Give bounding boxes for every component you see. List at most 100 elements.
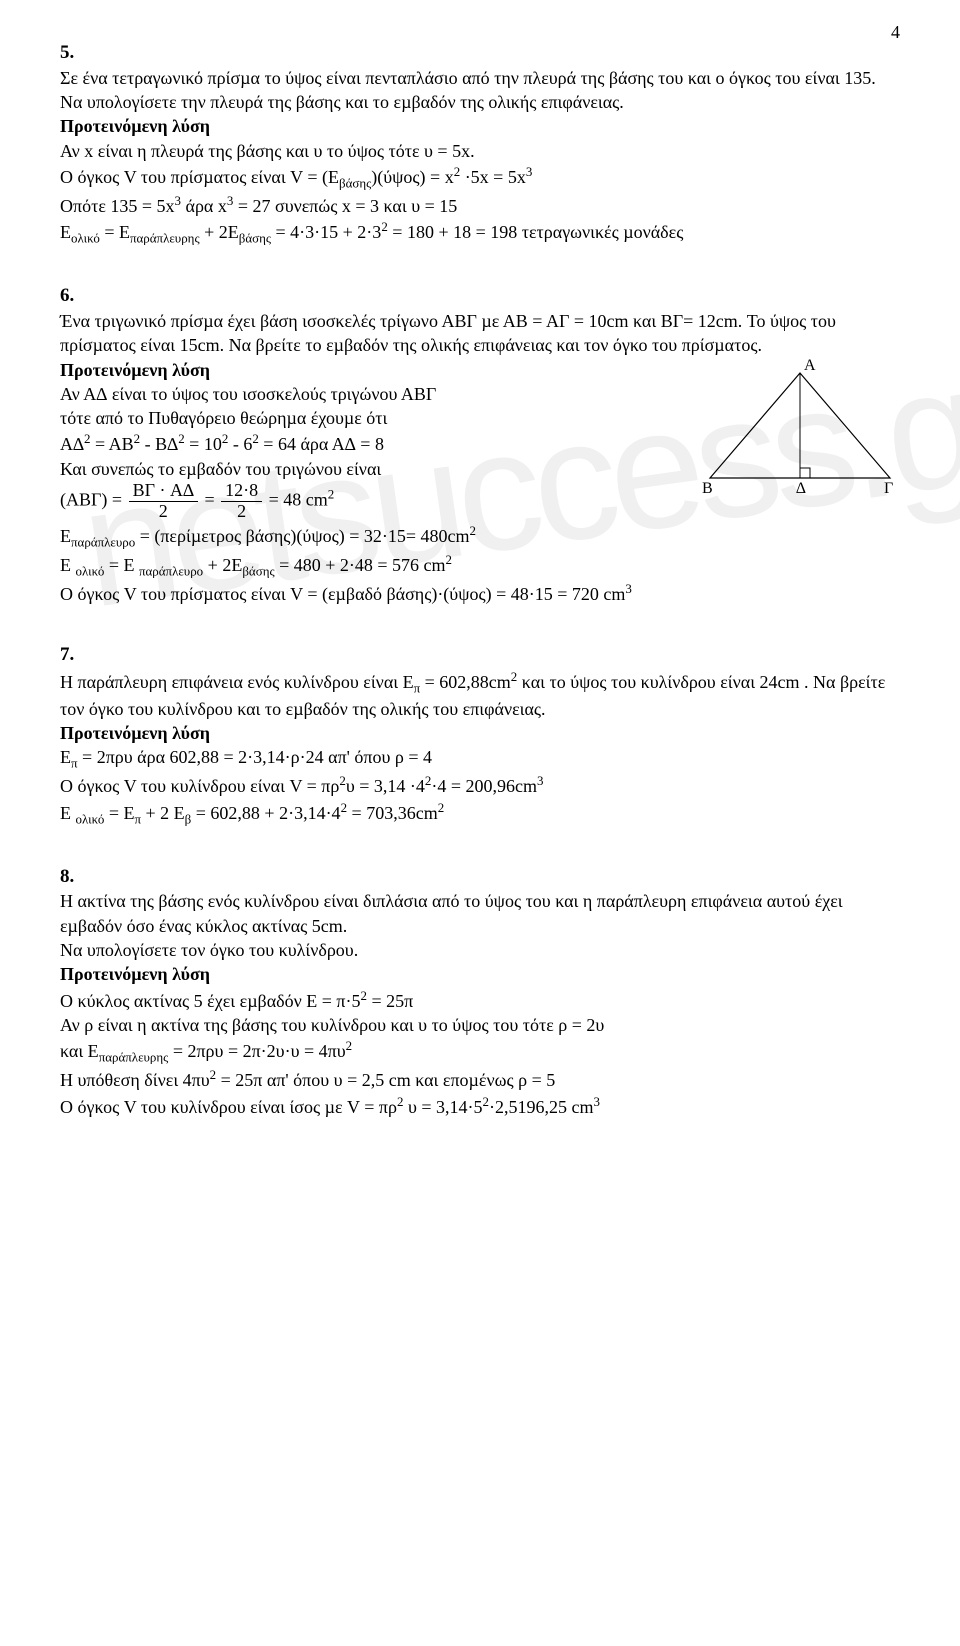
text: Ο όγκος V του πρίσµατος είναι V = (E <box>60 167 339 187</box>
subscript: ολικό <box>76 811 105 826</box>
text: = 25π <box>367 991 413 1011</box>
vertex-d-label: ∆ <box>796 480 806 497</box>
problem-number: 5. <box>60 40 900 66</box>
text: = 27 συνεπώς x = 3 και υ = 15 <box>233 196 457 216</box>
text: Α∆ <box>60 434 84 454</box>
text: E <box>60 526 71 546</box>
text: E <box>60 222 71 242</box>
superscript: 2 <box>438 800 444 815</box>
text: + 2 E <box>141 803 185 823</box>
triangle-svg: Α Β ∆ Γ <box>700 358 900 498</box>
problem-number: 6. <box>60 283 900 309</box>
fraction: 12·82 <box>221 481 262 522</box>
text: = 2πρυ = 2π·2υ·υ = 4πυ <box>168 1041 345 1061</box>
superscript: 2 <box>346 1038 352 1053</box>
text: Η παράπλευρη επιφάνεια ενός κυλίνδρου εί… <box>60 672 414 692</box>
numerator: ΒΓ · A∆ <box>129 481 198 502</box>
text: = <box>204 489 219 509</box>
text: υ = 3,14 ·4 <box>346 776 425 796</box>
text: = 10 <box>185 434 222 454</box>
text: = 480 + 2·48 = 576 cm <box>275 555 446 575</box>
solution-line: Ο όγκος V του κυλίνδρου είναι V = πρ2υ =… <box>60 772 900 798</box>
subscript: βάσης <box>239 231 271 246</box>
subscript: βάσης <box>339 175 371 190</box>
problem-text: Σε ένα τετραγωνικό πρίσµα το ύψος είναι … <box>60 66 900 115</box>
text: = 4·3·15 + 2·3 <box>271 222 381 242</box>
superscript: 2 <box>328 486 334 501</box>
text: = (περίµετρος βάσης)(ύψος) = 32·15= 480c… <box>135 526 469 546</box>
problem-5: 5. Σε ένα τετραγωνικό πρίσµα το ύψος είν… <box>60 40 900 247</box>
text: = 703,36cm <box>347 803 438 823</box>
problem-text: Η παράπλευρη επιφάνεια ενός κυλίνδρου εί… <box>60 668 900 721</box>
text: = E <box>104 555 139 575</box>
solution-label: Προτεινόµενη λύση <box>60 962 900 986</box>
superscript: 3 <box>526 164 532 179</box>
problem-text: Ένα τριγωνικό πρίσµα έχει βάση ισοσκελές… <box>60 309 900 358</box>
superscript: 2 <box>446 552 452 567</box>
superscript: 3 <box>593 1094 599 1109</box>
solution-line: Οπότε 135 = 5x3 άρα x3 = 27 συνεπώς x = … <box>60 192 900 218</box>
vertex-a-label: Α <box>804 358 816 374</box>
solution-line: Η υπόθεση δίνει 4πυ2 = 25π απ' όπου υ = … <box>60 1066 900 1092</box>
fraction: ΒΓ · A∆2 <box>129 481 198 522</box>
solution-line: E ολικό = Eπ + 2 Eβ = 602,88 + 2·3,14·42… <box>60 799 900 828</box>
text: 6 <box>243 434 252 454</box>
text: )(ύψος) = x <box>371 167 453 187</box>
problem-7: 7. Η παράπλευρη επιφάνεια ενός κυλίνδρου… <box>60 642 900 828</box>
text: (ΑΒΓ) = <box>60 489 127 509</box>
solution-line: Ο όγκος V του κυλίνδρου είναι ίσος µε V … <box>60 1093 900 1119</box>
superscript: 3 <box>537 773 543 788</box>
problem-number: 7. <box>60 642 900 668</box>
problem-8: 8. Η ακτίνα της βάσης ενός κυλίνδρου είν… <box>60 864 900 1119</box>
text: Β∆ <box>155 434 178 454</box>
text: E <box>60 803 76 823</box>
solution-line: Ο όγκος V του πρίσµατος είναι V = (Eβάση… <box>60 163 900 192</box>
text: υ = 3,14·5 <box>403 1097 482 1117</box>
solution-line: Eολικό = Eπαράπλευρης + 2Eβάσης = 4·3·15… <box>60 218 900 247</box>
subscript: ολικό <box>71 231 100 246</box>
problem-text: Η ακτίνα της βάσης ενός κυλίνδρου είναι … <box>60 889 900 938</box>
vertex-b-label: Β <box>702 480 713 497</box>
text: ·4 = 200,96cm <box>431 776 537 796</box>
subscript: βάσης <box>242 563 274 578</box>
superscript: 2 <box>134 431 140 446</box>
text: = E <box>104 803 134 823</box>
text: = 2πρυ άρα 602,88 = 2·3,14·ρ·24 απ' όπου… <box>78 747 433 767</box>
text: = 602,88cm <box>420 672 511 692</box>
text: = 48 cm <box>269 489 328 509</box>
numerator: 12·8 <box>221 481 262 502</box>
text: και E <box>60 1041 99 1061</box>
vertex-g-label: Γ <box>884 480 893 497</box>
text: Ο όγκος V του κυλίνδρου είναι V = πρ <box>60 776 339 796</box>
solution-line: E ολικό = E παράπλευρο + 2Eβάσης = 480 +… <box>60 551 900 580</box>
solution-label: Προτεινόµενη λύση <box>60 114 900 138</box>
text: E <box>60 747 71 767</box>
superscript: 2 <box>222 431 228 446</box>
text: = 64 άρα Α∆ = 8 <box>259 434 384 454</box>
text: = 25π απ' όπου υ = 2,5 cm και εποµένως ρ… <box>216 1070 555 1090</box>
solution-line: Ο όγκος V του πρίσµατος είναι V = (εµβαδ… <box>60 580 900 606</box>
solution-line: Αν ρ είναι η ακτίνα της βάσης του κυλίνδ… <box>60 1013 900 1037</box>
text: = 602,88 + 2·3,14·4 <box>191 803 340 823</box>
problem-6: 6. Ένα τριγωνικό πρίσµα έχει βάση ισοσκε… <box>60 283 900 606</box>
subscript: παράπλευρης <box>130 231 200 246</box>
text: E <box>60 555 76 575</box>
subscript: παράπλευρης <box>99 1050 169 1065</box>
subscript: παράπλευρο <box>71 534 135 549</box>
triangle-figure: Α Β ∆ Γ <box>700 358 900 504</box>
solution-line: Eπαράπλευρο = (περίµετρος βάσης)(ύψος) =… <box>60 522 900 551</box>
text: = 180 + 18 = 198 τετραγωνικές µονάδες <box>388 222 684 242</box>
subscript: ολικό <box>76 563 105 578</box>
text: ·2,5196,25 cm <box>489 1097 593 1117</box>
subscript: παράπλευρο <box>139 563 203 578</box>
solution-line: Ο κύκλος ακτίνας 5 έχει εµβαδόν E = π·52… <box>60 987 900 1013</box>
solution-line: Αν x είναι η πλευρά της βάσης και υ το ύ… <box>60 139 900 163</box>
text: Η υπόθεση δίνει 4πυ <box>60 1070 210 1090</box>
solution-label: Προτεινόµενη λύση <box>60 721 900 745</box>
solution-line: και Eπαράπλευρης = 2πρυ = 2π·2υ·υ = 4πυ2 <box>60 1037 900 1066</box>
text: = E <box>100 222 130 242</box>
text: Ο όγκος V του κυλίνδρου είναι ίσος µε V … <box>60 1097 397 1117</box>
text: + 2E <box>200 222 239 242</box>
text: = ΑΒ <box>91 434 134 454</box>
superscript: 3 <box>625 581 631 596</box>
